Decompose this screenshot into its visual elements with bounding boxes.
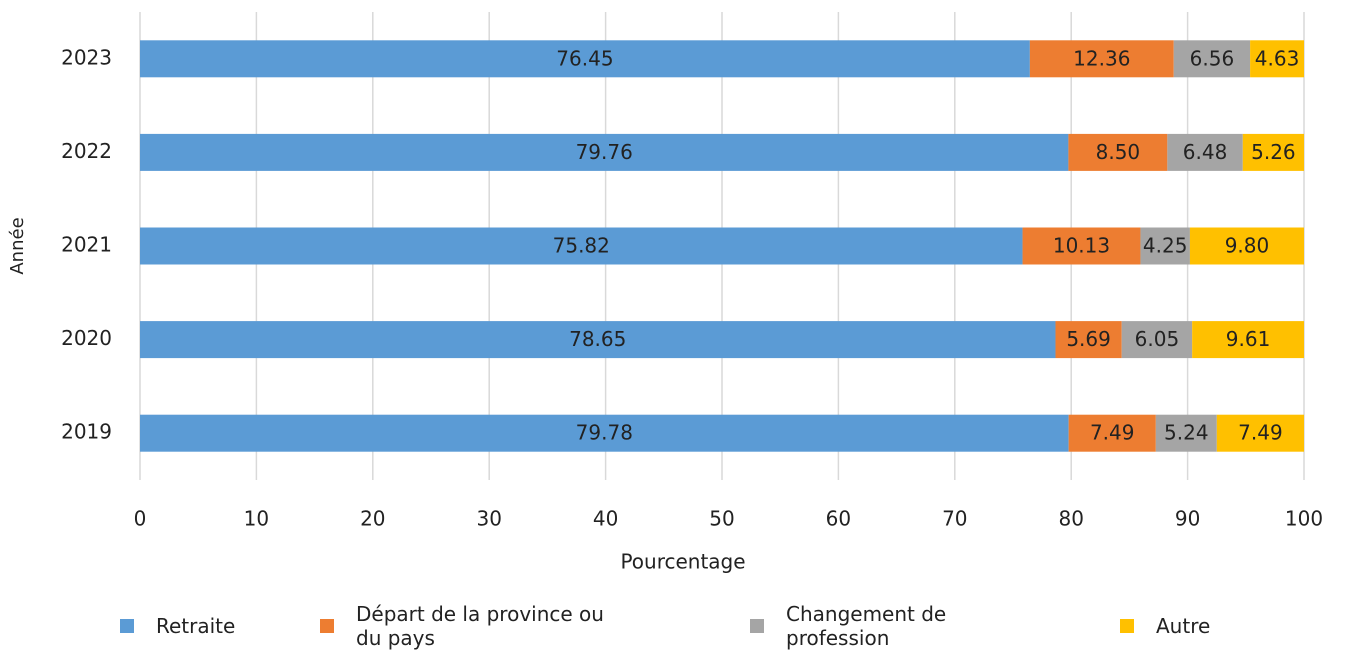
data-label: 10.13 [1053,234,1110,258]
y-tick-label: 2020 [61,326,112,350]
data-label: 5.24 [1164,421,1209,445]
bar-segment [1022,227,1141,265]
legend-item: Autre [1120,600,1270,652]
data-label: 6.56 [1190,46,1235,70]
x-tick-label: 90 [1175,507,1200,531]
y-axis-title: Année [7,217,28,274]
bar-segment [140,133,1069,171]
x-tick-label: 80 [1058,507,1083,531]
data-label: 12.36 [1073,46,1130,70]
x-tick-label: 20 [360,507,385,531]
bar-segment [1068,414,1156,452]
bar-segment [1167,133,1243,171]
data-label: 7.49 [1238,421,1283,445]
bar-segment [1189,227,1304,265]
bar-segment [140,227,1023,265]
bar-segment [1055,321,1122,359]
legend-swatch [320,619,334,633]
bar-segment [140,321,1056,359]
bar-segment [1121,321,1193,359]
legend-item: Retraite [120,600,320,652]
data-label: 6.05 [1135,327,1180,351]
y-tick-label: 2023 [61,45,112,69]
x-tick-label: 30 [476,507,501,531]
bar-segment [1155,414,1217,452]
data-label: 4.63 [1255,46,1300,70]
bar-segment [1173,40,1251,78]
data-label: 78.65 [569,327,626,351]
data-label: 79.76 [576,140,633,164]
y-tick-label: 2021 [61,233,112,257]
legend-item: Départ de la province ou du pays [320,600,610,652]
bar-segment [140,40,1030,78]
bar-segment [1216,414,1304,452]
x-axis-title: Pourcentage [620,550,745,574]
legend-label: Changement de profession [786,602,947,650]
y-tick-label: 2022 [61,139,112,163]
data-label: 9.61 [1226,327,1271,351]
x-tick-label: 40 [593,507,618,531]
data-label: 79.78 [576,421,633,445]
legend-swatch [120,619,134,633]
data-label: 5.69 [1066,327,1111,351]
x-tick-label: 50 [709,507,734,531]
bar-segment [1242,133,1304,171]
data-label: 8.50 [1096,140,1141,164]
bar-segment [1140,227,1190,265]
data-label: 4.25 [1143,234,1188,258]
data-label: 76.45 [556,46,613,70]
x-tick-label: 0 [134,507,147,531]
legend-swatch [1120,619,1134,633]
bar-segment [1192,321,1304,359]
legend-item: Changement de profession [750,600,980,652]
bar-segment [140,414,1069,452]
legend-label: Autre [1156,614,1211,638]
legend-swatch [750,619,764,633]
legend-label: Retraite [156,614,236,638]
data-label: 75.82 [553,234,610,258]
x-tick-label: 70 [942,507,967,531]
bar-segment [1029,40,1174,78]
data-label: 6.48 [1183,140,1228,164]
bar-segment [1068,133,1168,171]
data-label: 7.49 [1090,421,1135,445]
y-tick-label: 2019 [61,420,112,444]
data-label: 5.26 [1251,140,1296,164]
legend-label: Départ de la province ou du pays [356,602,604,650]
x-tick-label: 60 [826,507,851,531]
x-tick-label: 100 [1285,507,1323,531]
bar-segment [1250,40,1304,78]
x-tick-label: 10 [244,507,269,531]
data-label: 9.80 [1225,234,1270,258]
